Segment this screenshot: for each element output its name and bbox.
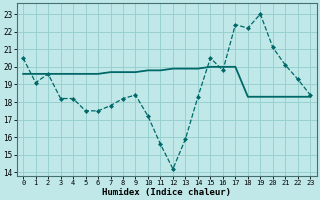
- X-axis label: Humidex (Indice chaleur): Humidex (Indice chaleur): [102, 188, 231, 197]
